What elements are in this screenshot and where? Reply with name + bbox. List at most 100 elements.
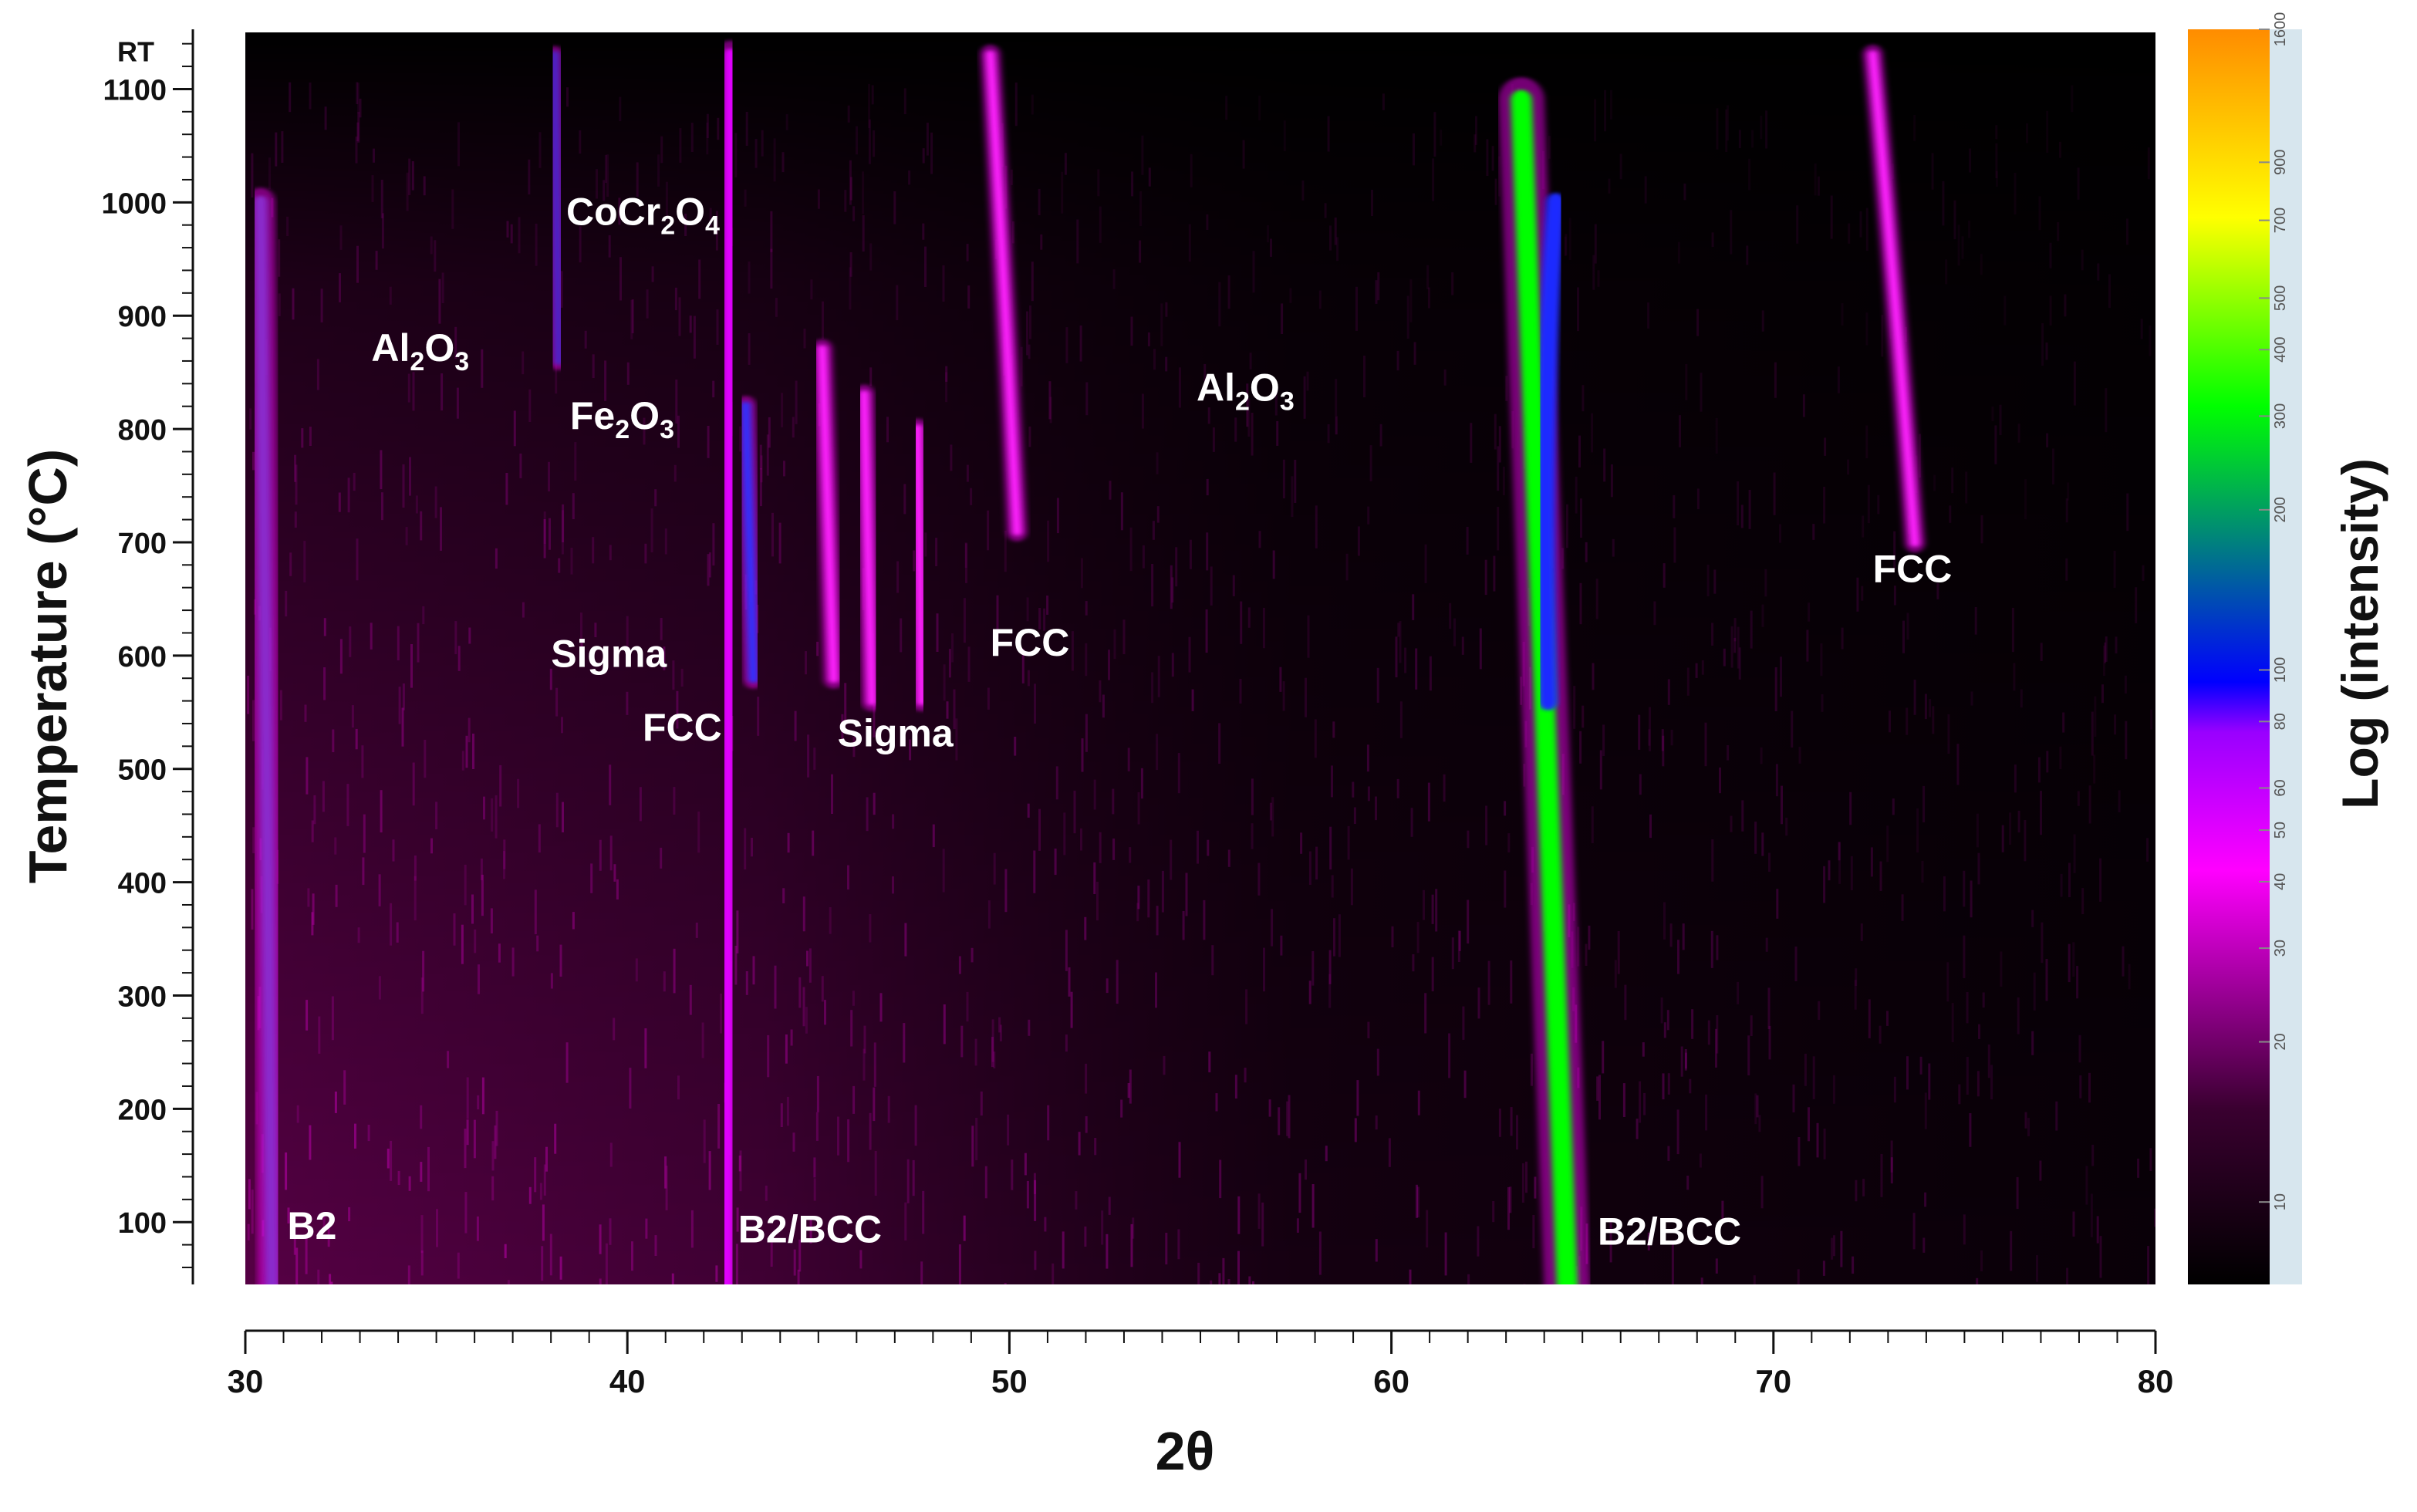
- noise-streak: [495, 795, 498, 839]
- noise-streak: [1034, 1250, 1037, 1271]
- noise-streak: [1227, 1279, 1230, 1284]
- noise-streak: [1155, 972, 1157, 1008]
- noise-streak: [1916, 808, 1919, 853]
- noise-streak: [1356, 1080, 1359, 1116]
- noise-streak: [1704, 722, 1707, 767]
- noise-streak: [367, 1125, 370, 1142]
- noise-streak: [1943, 876, 1946, 912]
- noise-streak: [862, 1048, 866, 1081]
- noise-streak: [1484, 559, 1487, 596]
- noise-streak: [420, 1250, 424, 1276]
- noise-streak: [1375, 1115, 1378, 1130]
- noise-streak: [1791, 710, 1794, 748]
- noise-streak: [1132, 1217, 1135, 1239]
- noise-streak: [1240, 601, 1243, 644]
- noise-streak: [1427, 782, 1430, 822]
- noise-streak: [1004, 530, 1007, 572]
- noise-streak: [1701, 660, 1704, 675]
- noise-streak: [1043, 608, 1046, 631]
- noise-streak: [1585, 542, 1588, 562]
- noise-streak: [664, 1156, 667, 1189]
- noise-streak: [650, 508, 653, 552]
- noise-streak: [1307, 615, 1310, 658]
- noise-streak: [549, 668, 552, 690]
- noise-streak: [863, 1025, 866, 1054]
- noise-streak: [660, 136, 663, 164]
- noise-streak: [1308, 851, 1311, 885]
- noise-streak: [1279, 667, 1282, 692]
- noise-streak: [561, 717, 563, 734]
- noise-streak: [309, 1125, 312, 1160]
- noise-streak: [411, 161, 414, 191]
- y-tick-label: 700: [118, 528, 167, 560]
- noise-streak: [2142, 565, 2145, 581]
- noise-streak: [1741, 800, 1744, 832]
- noise-streak: [2017, 810, 2020, 833]
- noise-streak: [1431, 957, 1434, 992]
- y-top-label: RT: [117, 35, 154, 67]
- noise-streak: [1251, 778, 1254, 815]
- noise-streak: [942, 849, 945, 893]
- noise-streak: [1604, 89, 1607, 132]
- noise-streak: [1085, 1116, 1088, 1133]
- noise-streak: [1942, 181, 1945, 226]
- noise-streak: [1818, 1001, 1821, 1020]
- noise-streak: [1026, 597, 1029, 622]
- noise-streak: [609, 835, 613, 871]
- annotation-part: FCC: [991, 621, 1070, 664]
- noise-streak: [1367, 506, 1370, 525]
- noise-streak: [674, 287, 677, 311]
- annotation-5: FCC: [643, 706, 722, 749]
- noise-streak: [609, 545, 612, 561]
- noise-streak: [1624, 984, 1627, 1021]
- noise-streak: [1301, 180, 1305, 201]
- noise-streak: [327, 1221, 330, 1247]
- noise-streak: [1705, 1094, 1708, 1131]
- noise-streak: [1282, 459, 1285, 498]
- noise-streak: [603, 180, 606, 201]
- noise-streak: [1371, 190, 1373, 216]
- noise-streak: [1931, 153, 1934, 190]
- noise-streak: [1331, 875, 1334, 898]
- noise-streak: [356, 245, 359, 283]
- noise-streak: [580, 613, 582, 653]
- noise-streak: [980, 1091, 983, 1116]
- noise-streak: [684, 214, 687, 236]
- y-tick-label: 100: [118, 1207, 167, 1240]
- noise-streak: [2024, 820, 2027, 862]
- noise-streak: [1924, 694, 1927, 720]
- noise-streak: [1274, 384, 1278, 416]
- peak-envelope: [1536, 193, 1565, 710]
- noise-streak: [1610, 89, 1612, 120]
- background-noise: [245, 32, 2155, 1284]
- noise-streak: [619, 96, 622, 122]
- noise-streak: [1879, 1025, 1882, 1044]
- noise-streak: [370, 623, 373, 650]
- noise-streak: [2062, 712, 2065, 733]
- noise-streak: [286, 216, 289, 236]
- noise-streak: [2045, 959, 2048, 1001]
- noise-streak: [2010, 1230, 2013, 1271]
- colorbar-tick-label: 1600: [2272, 12, 2289, 47]
- noise-streak: [1129, 527, 1133, 572]
- noise-streak: [781, 393, 784, 427]
- noise-streak: [335, 884, 338, 907]
- noise-streak: [1101, 1210, 1104, 1245]
- noise-streak: [506, 221, 509, 238]
- noise-streak: [1412, 954, 1415, 972]
- noise-streak: [1774, 362, 1777, 398]
- noise-streak: [456, 387, 459, 419]
- noise-streak: [1031, 94, 1034, 115]
- annotation-part: Fe: [570, 394, 615, 437]
- annotation-part: O: [424, 326, 454, 370]
- noise-streak: [1281, 303, 1284, 334]
- noise-streak: [1369, 445, 1372, 481]
- noise-streak: [1451, 272, 1454, 295]
- noise-streak: [2076, 966, 2079, 999]
- noise-streak: [1859, 211, 1862, 238]
- noise-streak: [1823, 1129, 1826, 1159]
- noise-streak: [2104, 642, 2107, 663]
- noise-streak: [793, 1249, 796, 1276]
- noise-streak: [1662, 735, 1665, 767]
- noise-streak: [810, 279, 813, 300]
